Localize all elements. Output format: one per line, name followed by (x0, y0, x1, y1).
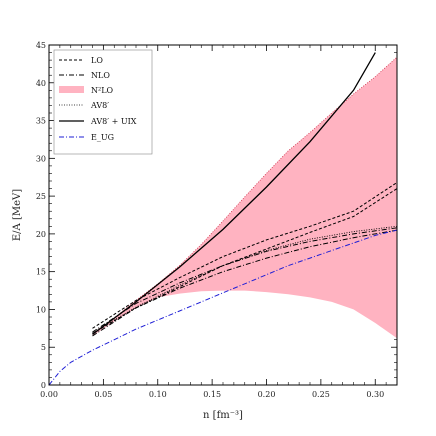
legend-swatch-n2lo (59, 86, 84, 93)
y-tick-label: 25 (36, 192, 46, 201)
x-tick-label: 0.20 (258, 390, 276, 399)
x-tick-label: 0.05 (94, 390, 112, 399)
legend: LO NLO N²LO AV8′ AV8′ + UIX E_UG (53, 49, 153, 155)
legend-label-lo: LO (91, 56, 103, 65)
series-nlo-lower (92, 229, 397, 337)
band-n2lo-upper-edge (92, 56, 397, 334)
y-tick-label: 35 (36, 117, 46, 126)
series-layer (49, 52, 397, 385)
series-av8-uix (92, 52, 376, 335)
y-tick-label: 20 (36, 230, 46, 239)
y-tick-label: 30 (36, 154, 46, 163)
series-lo-upper (92, 182, 397, 329)
legend-label-av8: AV8′ (90, 101, 109, 110)
y-tick-label: 5 (41, 343, 46, 352)
legend-label-av8-uix: AV8′ + UIX (90, 117, 137, 126)
y-axis-label: E/A [MeV] (12, 189, 23, 241)
y-tick-label: 15 (36, 268, 46, 277)
legend-label-nlo: NLO (91, 71, 110, 80)
x-tick-label: 0.30 (366, 390, 384, 399)
legend-label-eug: E_UG (91, 133, 114, 142)
series-nlo-upper (92, 227, 397, 333)
legend-label-n2lo: N²LO (91, 86, 114, 95)
series-lo-lower (92, 188, 397, 335)
y-tick-label: 40 (36, 79, 46, 88)
legend-entry-n2lo: N²LO (59, 86, 114, 95)
series-e-ug (49, 229, 397, 385)
legend-entry-eug: E_UG (59, 133, 114, 142)
band-n2lo (92, 57, 397, 339)
plot-frame (48, 44, 398, 386)
x-tick-label: 0.15 (203, 390, 221, 399)
x-tick-label: 0.10 (149, 390, 167, 399)
legend-entry-av8-uix: AV8′ + UIX (59, 117, 137, 126)
series-av8 (92, 225, 397, 334)
legend-entry-nlo: NLO (59, 71, 110, 80)
legend-entry-lo: LO (59, 56, 103, 65)
x-tick-label: 0.00 (40, 390, 58, 399)
tick-label-layer: 0.00 0.05 0.10 0.15 0.20 0.25 0.30 0 5 10 15 20 25 30… (36, 41, 384, 399)
x-axis-label: n [fm⁻³] (203, 410, 243, 421)
y-tick-label: 10 (36, 305, 46, 314)
y-tick-label: 0 (41, 381, 46, 390)
x-tick-label: 0.25 (312, 390, 330, 399)
legend-entry-av8: AV8′ (59, 101, 109, 110)
y-tick-label: 45 (36, 41, 46, 50)
